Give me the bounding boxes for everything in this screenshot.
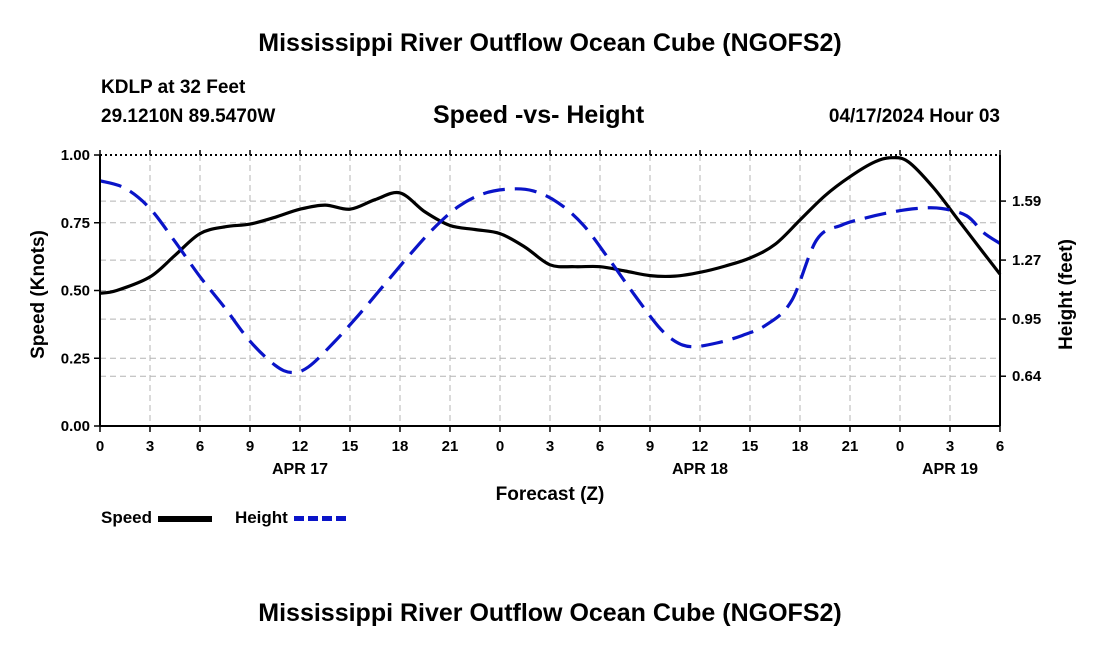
axes-layer bbox=[94, 150, 1006, 432]
x-tick-label: 9 bbox=[646, 438, 654, 455]
x-tick-label: 3 bbox=[946, 438, 954, 455]
x-tick-label: 18 bbox=[392, 438, 409, 455]
x-tick-label: 12 bbox=[692, 438, 709, 455]
y-tick-label: 0.50 bbox=[61, 283, 90, 300]
x-tick-label: 15 bbox=[342, 438, 359, 455]
legend-speed-label: Speed bbox=[101, 508, 153, 527]
y2-tick-label: 1.59 bbox=[1012, 193, 1041, 210]
footer-title: Mississippi River Outflow Ocean Cube (NG… bbox=[258, 599, 842, 627]
legend-height-swatch bbox=[294, 516, 347, 522]
legend-height-label: Height bbox=[234, 508, 288, 527]
x-date-label: APR 17 bbox=[272, 461, 328, 478]
x-tick-label: 6 bbox=[596, 438, 604, 455]
y2-tick-label: 0.64 bbox=[1012, 368, 1042, 385]
x-tick-label: 6 bbox=[996, 438, 1004, 455]
y-tick-label: 0.00 bbox=[61, 418, 90, 435]
x-tick-label: 12 bbox=[292, 438, 309, 455]
station-label: KDLP at 32 Feet bbox=[101, 77, 246, 98]
y-tick-label: 0.25 bbox=[61, 350, 90, 367]
chart-legend: Speed Height bbox=[101, 508, 347, 528]
y-tick-label: 1.00 bbox=[61, 147, 90, 164]
x-date-label: APR 19 bbox=[922, 461, 978, 478]
x-tick-label: 9 bbox=[246, 438, 254, 455]
x-tick-label: 15 bbox=[742, 438, 759, 455]
height-series-line bbox=[99, 179, 1001, 375]
x-date-label: APR 18 bbox=[672, 461, 728, 478]
x-tick-label: 18 bbox=[792, 438, 809, 455]
y2-tick-label: 0.95 bbox=[1012, 311, 1041, 328]
x-tick-label: 21 bbox=[842, 438, 859, 455]
speed-series-line bbox=[99, 156, 1002, 295]
chart-subtitle: Speed -vs- Height bbox=[433, 101, 645, 129]
x-tick-label: 3 bbox=[146, 438, 154, 455]
station-coordinates: 29.1210N 89.5470W bbox=[101, 106, 276, 127]
x-tick-label: 6 bbox=[196, 438, 204, 455]
speed-height-chart: 0 3 6 9 12 15 18 21 0 3 6 9 12 15 18 21 0 3 6 APR 17 APR 18 A… bbox=[28, 147, 1077, 505]
x-tick-label: 21 bbox=[442, 438, 459, 455]
page-title: Mississippi River Outflow Ocean Cube (NG… bbox=[258, 29, 842, 57]
grid-layer bbox=[100, 155, 1000, 426]
forecast-timestamp: 04/17/2024 Hour 03 bbox=[828, 106, 1000, 127]
y-axis-title: Speed (Knots) bbox=[28, 230, 49, 359]
x-tick-label: 0 bbox=[896, 438, 904, 455]
x-tick-label: 3 bbox=[546, 438, 554, 455]
series-layer bbox=[99, 156, 1002, 375]
x-axis-title: Forecast (Z) bbox=[496, 484, 605, 505]
y-tick-label: 0.75 bbox=[61, 215, 90, 232]
labels-layer: 0 3 6 9 12 15 18 21 0 3 6 9 12 15 18 21 0 3 6 APR 17 APR 18 A… bbox=[28, 147, 1077, 505]
legend-speed-swatch bbox=[158, 515, 213, 522]
y2-axis-title: Height (feet) bbox=[1056, 239, 1077, 350]
y2-tick-label: 1.27 bbox=[1012, 252, 1041, 269]
x-tick-label: 0 bbox=[496, 438, 504, 455]
x-tick-label: 0 bbox=[96, 438, 104, 455]
